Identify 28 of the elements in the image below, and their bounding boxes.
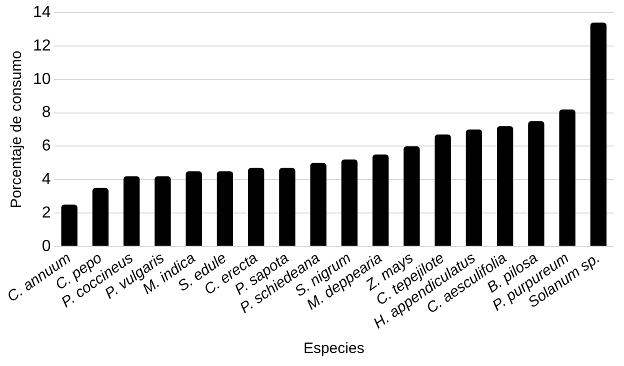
bar	[404, 146, 420, 246]
y-tick-label: 8	[42, 104, 51, 122]
y-tick-label: 2	[42, 204, 51, 222]
bar	[310, 162, 326, 246]
bar	[466, 129, 482, 246]
bar	[216, 171, 234, 246]
y-tick-label: 14	[33, 4, 51, 22]
bar	[61, 204, 78, 246]
bar	[434, 134, 451, 246]
bar	[279, 168, 296, 246]
bar	[186, 171, 202, 246]
y-tick-label: 6	[42, 138, 51, 155]
bar	[92, 188, 109, 246]
bar	[528, 121, 544, 246]
bar	[496, 126, 514, 246]
y-tick-label: 10	[33, 70, 51, 88]
bar	[124, 176, 140, 246]
y-axis-title: Porcentaje de consumo	[8, 50, 26, 208]
y-tick-label: 0	[42, 238, 51, 255]
bar	[559, 109, 576, 246]
bar	[341, 160, 358, 246]
y-tick-label: 12	[33, 37, 51, 54]
bar	[590, 22, 607, 246]
y-tick-label: 4	[42, 170, 51, 188]
bar	[154, 176, 171, 246]
bar	[248, 168, 264, 246]
bar	[372, 154, 389, 246]
x-axis-title: Especies	[303, 340, 364, 358]
